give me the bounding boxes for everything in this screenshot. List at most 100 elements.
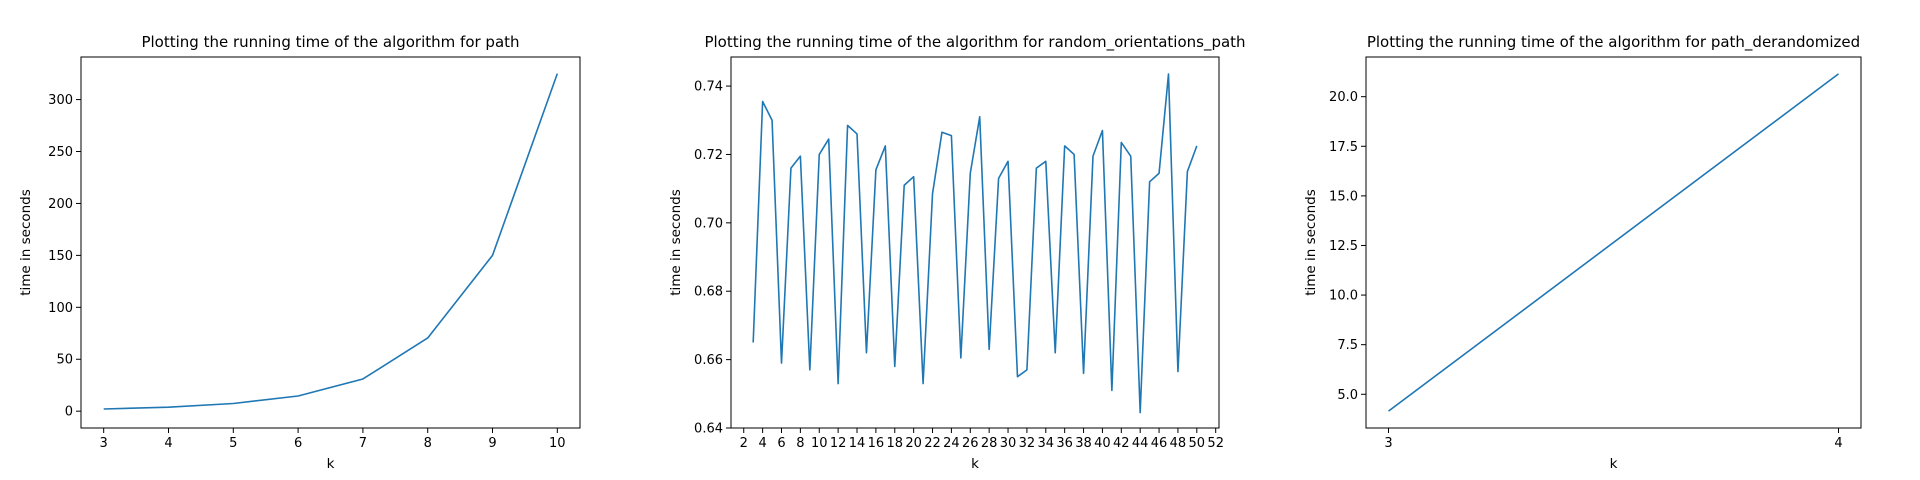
x-tick-label: 20: [905, 436, 922, 451]
x-tick-label: 3: [100, 436, 108, 451]
series-line: [752, 73, 1198, 414]
data-point: [780, 361, 784, 365]
x-tick-label: 40: [1094, 436, 1111, 451]
x-tick-label: 14: [849, 436, 866, 451]
data-point: [959, 356, 963, 360]
x-tick-label: 5: [229, 436, 237, 451]
data-point: [1025, 368, 1029, 372]
data-point: [855, 132, 859, 136]
data-point: [1837, 72, 1841, 76]
data-point: [931, 192, 935, 196]
data-point: [1167, 72, 1171, 76]
x-tick-label: 44: [1132, 436, 1149, 451]
x-tick-label: 7: [359, 436, 367, 451]
series-line: [103, 73, 559, 410]
y-tick-label: 5.0: [1337, 388, 1358, 403]
y-tick-label: 0.72: [694, 148, 723, 163]
x-axis-label: k: [327, 456, 335, 472]
y-tick-label: 0.66: [694, 353, 723, 368]
y-tick-label: 12.5: [1329, 239, 1358, 254]
axes-frame: [730, 56, 1220, 429]
x-tick-label: 36: [1056, 436, 1073, 451]
data-point: [968, 171, 972, 175]
y-tick-label: 7.5: [1337, 338, 1358, 353]
data-point: [102, 407, 106, 411]
x-tick-label: 9: [488, 436, 496, 451]
data-point: [874, 168, 878, 172]
chart-title: Plotting the running time of the algorit…: [141, 33, 519, 51]
x-tick-label: 8: [424, 436, 432, 451]
data-point: [789, 166, 793, 170]
data-point: [426, 336, 430, 340]
y-tick-label: 0: [65, 405, 73, 420]
data-point: [1015, 375, 1019, 379]
x-tick-label: 18: [886, 436, 903, 451]
data-point: [751, 341, 755, 345]
x-tick-label: 50: [1189, 436, 1206, 451]
axes-frame: [1365, 56, 1862, 429]
x-tick-label: 4: [1834, 436, 1842, 451]
x-tick-label: 4: [758, 436, 766, 451]
data-point: [893, 364, 897, 368]
chart-title: Plotting the running time of the algorit…: [704, 33, 1245, 52]
y-axis-label: time in seconds: [18, 189, 34, 296]
x-tick-label: 4: [164, 436, 172, 451]
data-point: [555, 72, 559, 76]
data-point: [912, 175, 916, 179]
x-tick-label: 46: [1151, 436, 1168, 451]
x-tick-label: 8: [796, 436, 804, 451]
data-point: [1176, 370, 1180, 374]
x-tick-label: 10: [549, 436, 566, 451]
data-point: [1082, 371, 1086, 375]
x-tick-label: 24: [943, 436, 960, 451]
y-tick-label: 0.68: [694, 285, 723, 300]
data-point: [902, 183, 906, 187]
y-tick-label: 300: [48, 93, 73, 108]
x-tick-label: 6: [777, 436, 785, 451]
y-tick-label: 250: [48, 145, 73, 160]
x-tick-label: 32: [1019, 436, 1036, 451]
y-axis-label: time in seconds: [668, 189, 684, 296]
y-tick-label: 20.0: [1329, 90, 1358, 105]
y-tick-label: 100: [48, 301, 73, 316]
x-tick-label: 48: [1170, 436, 1187, 451]
data-point: [491, 253, 495, 257]
y-tick-label: 0.74: [694, 80, 723, 95]
x-tick-label: 42: [1113, 436, 1130, 451]
x-tick-label: 2: [740, 436, 748, 451]
data-point: [1091, 154, 1095, 158]
data-point: [846, 123, 850, 127]
data-point: [921, 382, 925, 386]
x-tick-label: 52: [1207, 436, 1224, 451]
data-point: [166, 405, 170, 409]
y-tick-label: 0.70: [694, 216, 723, 231]
x-tick-label: 28: [981, 436, 998, 451]
x-tick-label: 3: [1384, 436, 1392, 451]
data-point: [1053, 351, 1057, 355]
x-axis-label: k: [1610, 456, 1618, 472]
y-tick-label: 200: [48, 197, 73, 212]
data-point: [1034, 166, 1038, 170]
series-line: [1388, 73, 1839, 412]
chart-path-derandomized: Plotting the running time of the algorit…: [1303, 33, 1862, 472]
chart-path: Plotting the running time of the algorit…: [18, 33, 581, 472]
data-point: [1119, 140, 1123, 144]
data-point: [296, 394, 300, 398]
chart-title: Plotting the running time of the algorit…: [1367, 33, 1860, 52]
data-point: [231, 401, 235, 405]
x-tick-label: 16: [868, 436, 885, 451]
data-point: [761, 99, 765, 103]
x-axis-label: k: [971, 456, 979, 472]
data-point: [978, 115, 982, 119]
y-tick-label: 15.0: [1329, 189, 1358, 204]
data-point: [1072, 152, 1076, 156]
y-axis-label: time in seconds: [1303, 189, 1319, 296]
data-point: [1387, 409, 1391, 413]
x-tick-label: 34: [1038, 436, 1055, 451]
data-point: [987, 347, 991, 351]
y-tick-label: 17.5: [1329, 140, 1358, 155]
data-point: [836, 382, 840, 386]
axes-frame: [80, 56, 581, 429]
data-point: [817, 152, 821, 156]
